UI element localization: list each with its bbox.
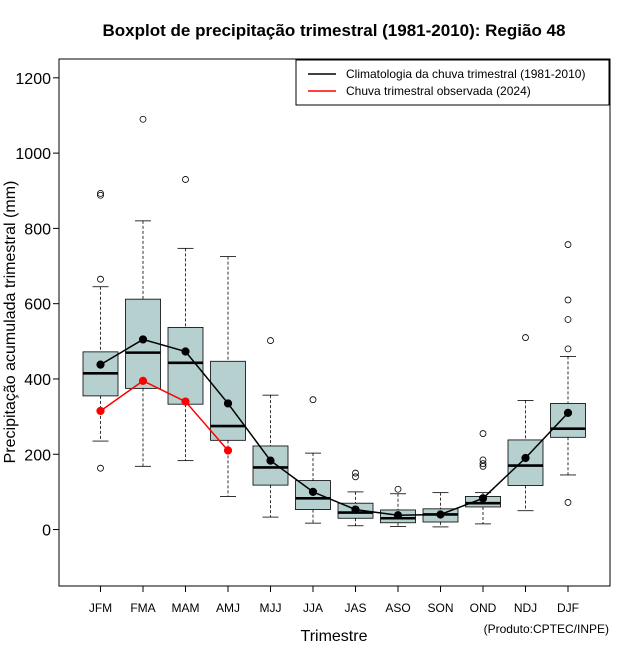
climatology-point — [351, 505, 360, 514]
climatology-point — [138, 335, 148, 344]
outlier-point — [182, 176, 189, 183]
outlier-point — [479, 460, 487, 468]
box-NDJ — [507, 334, 544, 512]
chart-title: Boxplot de precipitação trimestral (1981… — [103, 21, 566, 40]
observed-2024-point — [96, 406, 105, 416]
climatology-point — [266, 456, 275, 465]
climatology-line — [100, 338, 569, 516]
x-tick-label: NDJ — [514, 601, 537, 615]
x-tick-label: JJA — [303, 601, 323, 615]
box-JAS — [337, 469, 374, 527]
y-tick-label: 0 — [42, 523, 51, 540]
climatology-point — [181, 347, 190, 356]
outlier-point — [97, 189, 104, 197]
series-lines — [96, 335, 573, 520]
x-tick-label: ASO — [385, 601, 410, 615]
climatology-point — [563, 408, 573, 417]
y-axis: 0 200 400 600 800 1000 1200 — [15, 71, 59, 540]
x-tick-label: DJF — [557, 601, 579, 615]
box-MAM — [167, 176, 204, 462]
box-AMJ — [210, 256, 246, 497]
legend: Climatologia da chuva trimestral (1981-2… — [295, 59, 610, 106]
iqr-box — [252, 445, 289, 486]
outlier-point — [564, 499, 572, 506]
observed-2024-point — [223, 446, 233, 455]
x-tick-label: SON — [427, 601, 453, 615]
outlier-point — [97, 191, 104, 199]
y-tick-label: 200 — [24, 447, 51, 464]
outlier-point — [139, 115, 147, 123]
x-tick-label: OND — [470, 601, 497, 615]
credit-text: (Produto:CPTEC/INPE) — [484, 622, 609, 636]
iqr-box — [507, 439, 544, 486]
outlier-point — [564, 241, 572, 248]
outlier-point — [97, 464, 104, 472]
x-tick-label: JFM — [89, 601, 112, 615]
climatology-point — [436, 510, 445, 519]
observed-2024-point — [181, 397, 190, 406]
outlier-point — [479, 456, 487, 464]
iqr-box — [550, 403, 586, 438]
box-DJF — [550, 241, 586, 506]
legend-observed-label: Chuva trimestral observada (2024) — [346, 84, 531, 98]
outlier-point — [309, 396, 317, 404]
climatology-point — [393, 511, 403, 520]
observed-2024-point — [138, 376, 148, 385]
x-tick-label: AMJ — [216, 601, 240, 615]
x-axis: JFM FMA MAM AMJ MJJ JJA JAS ASO SON OND NDJ DJF — [89, 586, 579, 615]
outlier-point — [352, 469, 359, 477]
x-tick-label: MAM — [172, 601, 200, 615]
boxplot-boxes — [82, 115, 586, 528]
outlier-point — [479, 430, 487, 437]
y-tick-label: 1200 — [15, 71, 51, 88]
climatology-point — [223, 399, 233, 408]
climatology-point — [478, 494, 488, 503]
legend-frame — [295, 59, 610, 106]
observed-2024-line — [100, 379, 229, 451]
y-tick-label: 1000 — [15, 146, 51, 163]
outlier-point — [267, 337, 274, 344]
outlier-point — [564, 316, 572, 323]
x-tick-label: JAS — [344, 601, 366, 615]
y-tick-label: 600 — [24, 297, 51, 314]
climatology-point — [96, 360, 105, 369]
outlier-point — [522, 334, 529, 341]
box-ASO — [380, 485, 416, 527]
y-tick-label: 800 — [24, 221, 51, 238]
box-MJJ — [252, 337, 289, 518]
y-tick-label: 400 — [24, 372, 51, 389]
iqr-box — [125, 298, 161, 389]
climatology-point — [308, 487, 318, 496]
outlier-point — [564, 345, 572, 353]
y-axis-label: Precipitação acumulada trimestral (mm) — [2, 181, 19, 464]
box-JJA — [295, 396, 331, 524]
outlier-point — [352, 473, 359, 481]
outlier-point — [394, 485, 402, 493]
box-OND — [465, 430, 501, 525]
plot-area-frame — [58, 58, 611, 587]
outlier-point — [564, 296, 572, 304]
climatology-point — [521, 453, 530, 463]
outlier-point — [97, 275, 104, 283]
x-axis-label: Trimestre — [301, 628, 368, 645]
x-tick-label: MJJ — [260, 601, 282, 615]
box-FMA — [125, 115, 161, 467]
legend-climatology-label: Climatologia da chuva trimestral (1981-2… — [346, 67, 585, 81]
box-JFM — [82, 189, 119, 472]
x-tick-label: FMA — [130, 601, 155, 615]
